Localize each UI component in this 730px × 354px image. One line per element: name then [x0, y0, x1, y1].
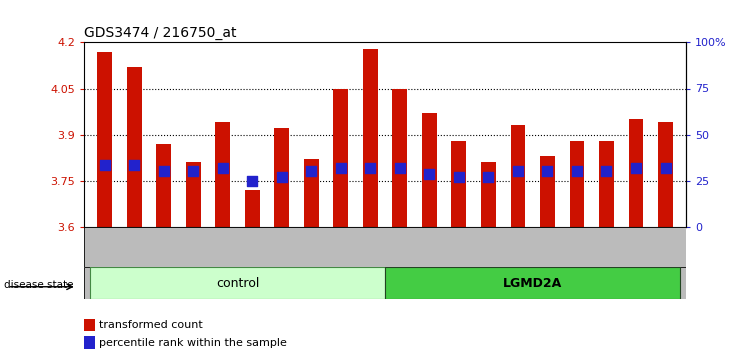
Bar: [510, 125, 526, 227]
Point: [423, 172, 435, 177]
Point: [453, 175, 465, 180]
Bar: [422, 113, 437, 227]
Bar: [84, 319, 95, 331]
Bar: [451, 141, 466, 227]
Point: [660, 165, 672, 171]
Bar: [658, 122, 673, 227]
Bar: [629, 119, 643, 227]
Bar: [127, 67, 142, 227]
Bar: [84, 336, 95, 349]
Bar: [393, 88, 407, 227]
Bar: [540, 156, 555, 227]
Bar: [274, 129, 289, 227]
Point: [305, 169, 317, 174]
Point: [364, 165, 376, 171]
Bar: [97, 52, 112, 227]
Point: [158, 169, 169, 174]
Bar: [385, 267, 680, 299]
Bar: [304, 159, 319, 227]
Point: [542, 169, 553, 174]
Text: disease state: disease state: [4, 280, 73, 290]
Text: LGMD2A: LGMD2A: [503, 277, 562, 290]
Point: [483, 175, 494, 180]
Point: [630, 165, 642, 171]
Bar: [334, 88, 348, 227]
Bar: [186, 162, 201, 227]
Bar: [363, 48, 377, 227]
Text: percentile rank within the sample: percentile rank within the sample: [99, 338, 287, 348]
Bar: [245, 190, 260, 227]
Bar: [599, 141, 614, 227]
Point: [335, 165, 347, 171]
Bar: [215, 122, 230, 227]
Point: [571, 169, 583, 174]
Point: [512, 169, 523, 174]
Text: transformed count: transformed count: [99, 320, 203, 330]
Point: [128, 162, 140, 168]
Bar: [90, 267, 385, 299]
Point: [188, 169, 199, 174]
Text: control: control: [216, 277, 259, 290]
Point: [217, 165, 228, 171]
Text: GDS3474 / 216750_at: GDS3474 / 216750_at: [84, 26, 237, 40]
Bar: [156, 144, 171, 227]
Point: [99, 162, 110, 168]
Point: [601, 169, 612, 174]
Point: [276, 175, 288, 180]
Bar: [569, 141, 584, 227]
Bar: [481, 162, 496, 227]
Point: [394, 165, 406, 171]
Point: [247, 178, 258, 183]
